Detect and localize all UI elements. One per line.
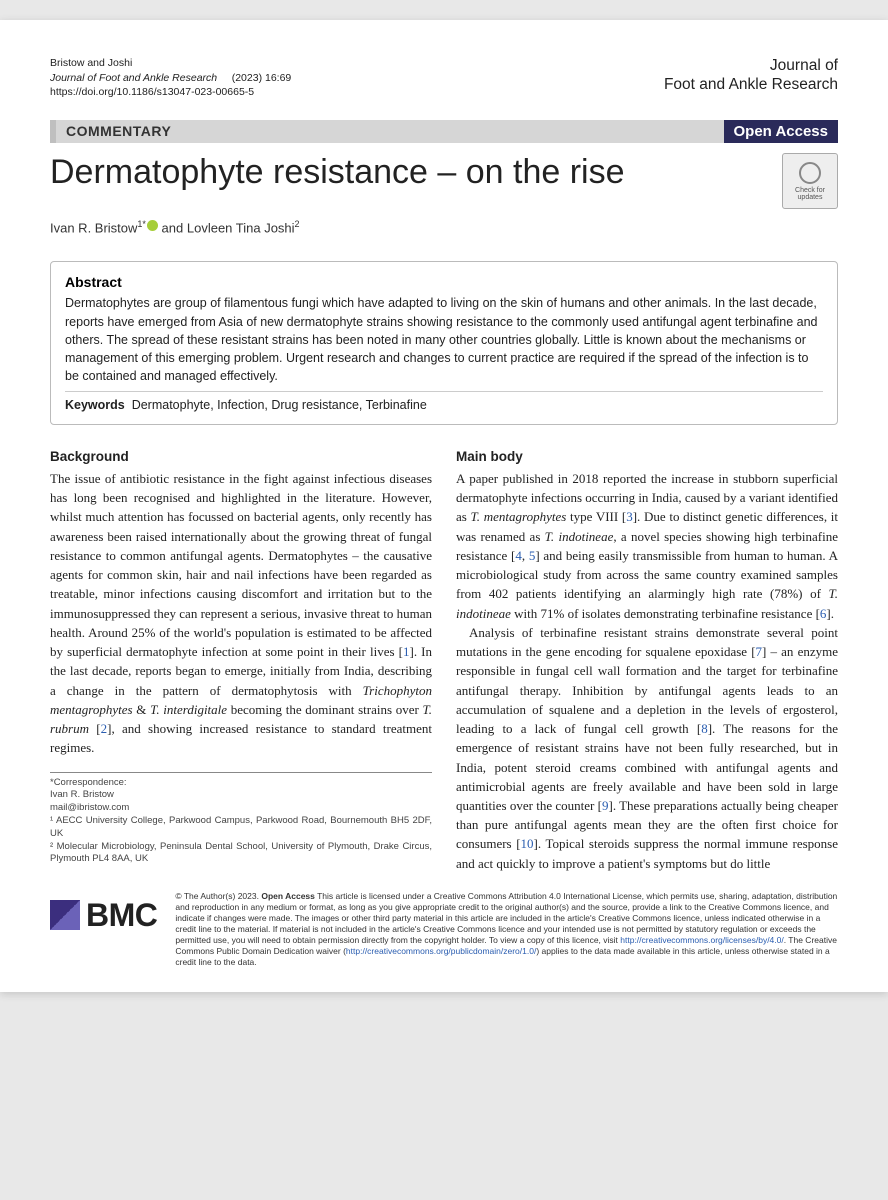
running-header: Bristow and Joshi Journal of Foot and An… — [50, 56, 838, 100]
doi-line: https://doi.org/10.1186/s13047-023-00665… — [50, 85, 291, 100]
commentary-label: COMMENTARY — [50, 120, 724, 143]
license-text: © The Author(s) 2023. Open Access This a… — [175, 891, 838, 968]
corr-label: *Correspondence: — [50, 777, 432, 790]
left-column: Background The issue of antibiotic resis… — [50, 447, 432, 873]
check-updates-text: Check for updates — [783, 187, 837, 201]
affiliation-1: ¹ AECC University College, Parkwood Camp… — [50, 815, 432, 841]
bmc-text: BMC — [86, 897, 157, 934]
background-para: The issue of antibiotic resistance in th… — [50, 469, 432, 758]
header-right: Journal of Foot and Ankle Research — [664, 56, 838, 95]
open-access-bold: Open Access — [261, 891, 315, 901]
body-columns: Background The issue of antibiotic resis… — [50, 447, 838, 873]
author-1: Ivan R. Bristow — [50, 220, 137, 235]
journal-right-1: Journal of — [664, 56, 838, 75]
corr-email: mail@ibristow.com — [50, 802, 432, 815]
check-updates-badge[interactable]: Check for updates — [782, 153, 838, 209]
article-title: Dermatophyte resistance – on the rise — [50, 153, 770, 192]
corr-name: Ivan R. Bristow — [50, 789, 432, 802]
journal-citation: Journal of Foot and Ankle Research (2023… — [50, 71, 291, 86]
author-1-sup: 1* — [137, 219, 146, 229]
orcid-icon[interactable] — [147, 220, 158, 231]
check-updates-icon — [799, 162, 821, 184]
author-2-sup: 2 — [295, 219, 300, 229]
mainbody-heading: Main body — [456, 447, 838, 467]
keywords-text: Dermatophyte, Infection, Drug resistance… — [132, 398, 427, 412]
journal-right-2: Foot and Ankle Research — [664, 75, 838, 94]
open-access-label: Open Access — [724, 120, 839, 143]
journal-name-italic: Journal of Foot and Ankle Research — [50, 72, 217, 84]
authors-short: Bristow and Joshi — [50, 56, 291, 71]
author-2: Lovleen Tina Joshi — [187, 220, 295, 235]
keywords-label: Keywords — [65, 398, 125, 412]
cc0-link[interactable]: http://creativecommons.org/publicdomain/… — [346, 946, 536, 956]
keywords-line: Keywords Dermatophyte, Infection, Drug r… — [65, 391, 823, 412]
authors-line: Ivan R. Bristow1* and Lovleen Tina Joshi… — [50, 219, 838, 235]
correspondence-block: *Correspondence: Ivan R. Bristow mail@ib… — [50, 772, 432, 867]
authors-and: and — [158, 220, 187, 235]
abstract-heading: Abstract — [65, 274, 823, 290]
header-left: Bristow and Joshi Journal of Foot and An… — [50, 56, 291, 100]
abstract-text: Dermatophytes are group of filamentous f… — [65, 294, 823, 385]
mainbody-para-2: Analysis of terbinafine resistant strain… — [456, 623, 838, 873]
right-column: Main body A paper published in 2018 repo… — [456, 447, 838, 873]
ref-10[interactable]: 10 — [521, 836, 534, 851]
year-vol: (2023) 16:69 — [232, 72, 292, 84]
article-page: Bristow and Joshi Journal of Foot and An… — [0, 20, 888, 992]
footer: BMC © The Author(s) 2023. Open Access Th… — [50, 891, 838, 968]
bmc-square-icon — [50, 900, 80, 930]
abstract-box: Abstract Dermatophytes are group of fila… — [50, 261, 838, 425]
cc-by-link[interactable]: http://creativecommons.org/licenses/by/4… — [620, 935, 783, 945]
mainbody-para-1: A paper published in 2018 reported the i… — [456, 469, 838, 623]
background-heading: Background — [50, 447, 432, 467]
title-row: Dermatophyte resistance – on the rise Ch… — [50, 153, 838, 209]
article-type-banner: COMMENTARY Open Access — [50, 120, 838, 143]
affiliation-2: ² Molecular Microbiology, Peninsula Dent… — [50, 841, 432, 867]
bmc-logo: BMC — [50, 891, 157, 934]
